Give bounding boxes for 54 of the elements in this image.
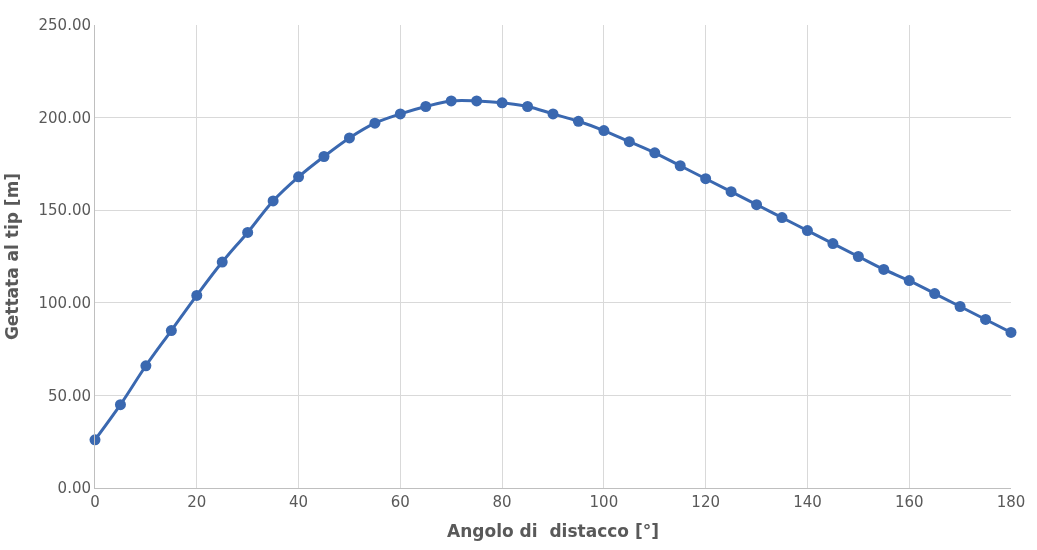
x-tick-label: 60 [390,493,410,511]
y-tick-label: 150.00 [38,201,91,220]
point [420,100,432,112]
y-tick-label: 0.00 [57,479,91,498]
point [598,125,610,137]
point [929,288,941,300]
point [216,256,228,268]
point [751,199,763,211]
point [776,212,788,224]
point [293,171,305,183]
y-tick-label: 50.00 [48,386,91,405]
y-axis-title: Gettata al tip [m] [2,172,23,341]
point [343,132,355,144]
point [980,313,992,325]
x-tick-label: 0 [90,493,100,511]
point [242,226,254,238]
point [140,360,152,372]
x-tick-label: 80 [492,493,512,511]
point [725,186,737,198]
y-tick-label: 100.00 [38,294,91,313]
point [623,136,635,148]
x-axis-title: Angolo di distacco [°] [447,521,659,542]
x-tick-label: 20 [187,493,207,511]
point [369,117,381,129]
point [191,289,203,301]
point [572,115,584,127]
point [674,160,686,172]
point [1005,326,1017,338]
point [165,325,177,337]
point [496,97,508,109]
point [700,173,712,185]
point [903,275,915,287]
point [267,195,279,207]
point [318,150,330,162]
point [471,95,483,107]
x-tick-label: 180 [996,493,1026,511]
x-tick-label: 40 [289,493,309,511]
point [445,95,457,107]
point [394,108,406,120]
x-tick-label: 140 [793,493,822,511]
x-tick-label: 100 [589,493,619,511]
point [801,225,813,237]
point [827,238,839,250]
point [954,301,966,312]
point [522,100,534,112]
point [547,108,559,120]
point [852,251,864,262]
point [649,147,661,159]
point [114,399,126,411]
x-tick-label: 160 [894,493,924,511]
x-tick-label: 120 [691,493,720,511]
point [878,263,890,275]
y-tick-label: 250.00 [38,16,91,35]
y-tick-label: 200.00 [38,108,91,127]
